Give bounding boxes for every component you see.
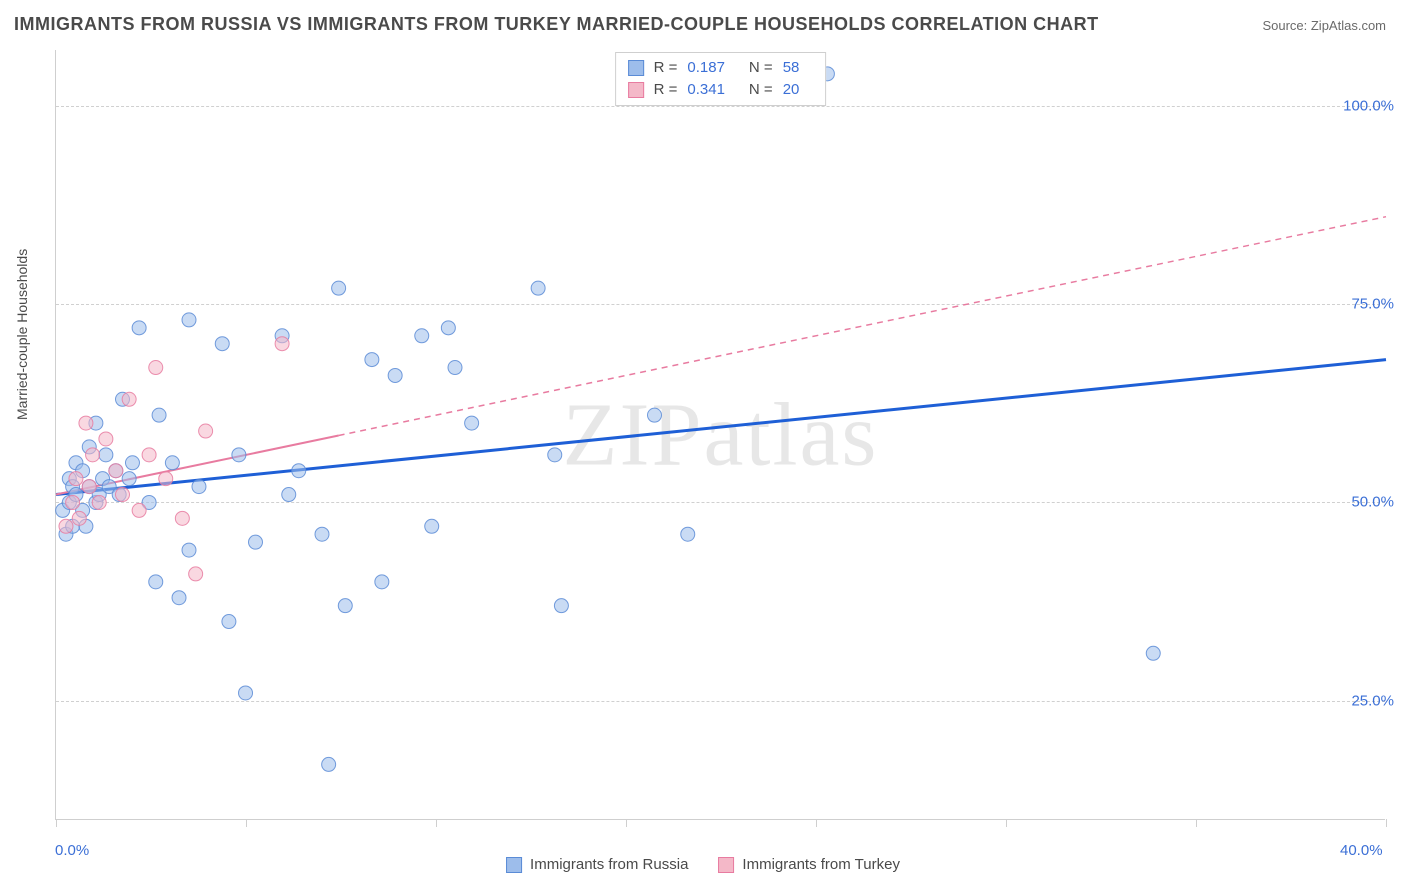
source-label: Source: ZipAtlas.com [1262, 18, 1386, 33]
legend-swatch [628, 82, 644, 98]
series-legend: Immigrants from Russia Immigrants from Tu… [506, 856, 900, 873]
x-tick [246, 819, 247, 827]
correlation-legend: R = 0.187 N = 58 R = 0.341 N = 20 [615, 52, 827, 106]
legend-swatch [628, 60, 644, 76]
n-label: N = [749, 79, 773, 101]
legend-label: Immigrants from Turkey [742, 856, 900, 873]
r-label: R = [654, 57, 678, 79]
n-value: 58 [783, 57, 800, 79]
n-value: 20 [783, 79, 800, 101]
x-tick [626, 819, 627, 827]
plot-area: ZIPatlas R =0.187N =58R =0.341N =20 [55, 50, 1385, 820]
y-tick-label: 25.0% [1351, 692, 1394, 709]
y-tick-label: 100.0% [1343, 97, 1394, 114]
x-tick-label-min: 0.0% [55, 842, 89, 859]
r-label: R = [654, 79, 678, 101]
legend-row: R = 0.187 N = 58 [628, 57, 814, 79]
legend-swatch [506, 857, 522, 873]
x-tick [1196, 819, 1197, 827]
legend-label: Immigrants from Russia [530, 856, 688, 873]
legend-swatch [718, 857, 734, 873]
y-tick-label: 50.0% [1351, 494, 1394, 511]
legend-item: Immigrants from Russia [506, 856, 688, 873]
y-tick-label: 75.0% [1351, 296, 1394, 313]
r-value: 0.187 [687, 57, 725, 79]
legend-row: R = 0.341 N = 20 [628, 79, 814, 101]
x-tick-label-max: 40.0% [1340, 842, 1383, 859]
n-label: N = [749, 57, 773, 79]
x-tick [1006, 819, 1007, 827]
x-tick [816, 819, 817, 827]
x-tick [436, 819, 437, 827]
x-tick [56, 819, 57, 827]
legend-item: Immigrants from Turkey [718, 856, 900, 873]
r-value: 0.341 [687, 79, 725, 101]
scatter-chart [56, 50, 1385, 819]
y-axis-label: Married-couple Households [14, 249, 30, 420]
x-tick [1386, 819, 1387, 827]
chart-title: IMMIGRANTS FROM RUSSIA VS IMMIGRANTS FRO… [14, 14, 1099, 35]
